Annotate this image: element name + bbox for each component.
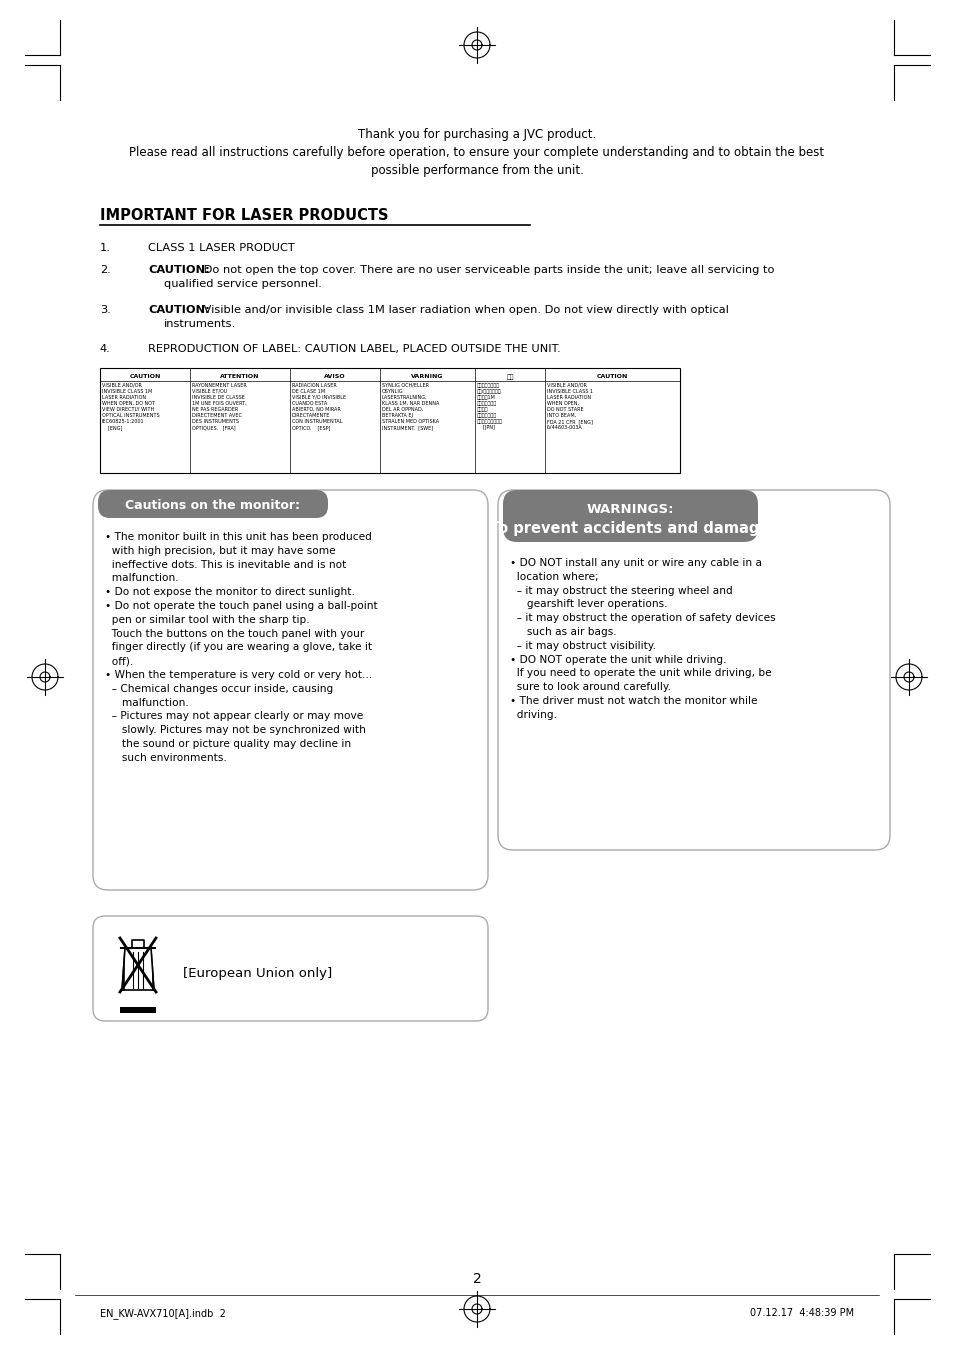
Text: • DO NOT install any unit or wire any cable in a: • DO NOT install any unit or wire any ca…	[510, 558, 761, 567]
FancyBboxPatch shape	[98, 490, 328, 519]
Text: 07.12.17  4:48:39 PM: 07.12.17 4:48:39 PM	[749, 1308, 853, 1317]
Text: • When the temperature is very cold or very hot...: • When the temperature is very cold or v…	[105, 670, 372, 680]
Text: CAUTION: CAUTION	[130, 374, 160, 379]
Text: CAUTION: CAUTION	[597, 374, 627, 379]
Text: • The monitor built in this unit has been produced: • The monitor built in this unit has bee…	[105, 532, 372, 542]
Text: 4.: 4.	[100, 344, 111, 353]
Text: – Chemical changes occur inside, causing: – Chemical changes occur inside, causing	[105, 684, 333, 693]
Text: SYNLIG OCH/ELLER
OSYNLIG
LASERSTRALNING,
KLASS 1M, NAR DENNA
DEL AR OPPNAD,
BETR: SYNLIG OCH/ELLER OSYNLIG LASERSTRALNING,…	[381, 383, 439, 431]
Text: To prevent accidents and damage: To prevent accidents and damage	[490, 521, 769, 536]
Text: sure to look around carefully.: sure to look around carefully.	[510, 682, 670, 692]
Text: ATTENTION: ATTENTION	[220, 374, 259, 379]
Text: driving.: driving.	[510, 709, 557, 720]
Text: qualified service personnel.: qualified service personnel.	[164, 279, 321, 288]
FancyBboxPatch shape	[92, 917, 488, 1021]
Text: CAUTION:: CAUTION:	[148, 265, 210, 275]
Text: slowly. Pictures may not be synchronized with: slowly. Pictures may not be synchronized…	[105, 726, 366, 735]
Text: ineffective dots. This is inevitable and is not: ineffective dots. This is inevitable and…	[105, 559, 346, 570]
Text: Please read all instructions carefully before operation, to ensure your complete: Please read all instructions carefully b…	[130, 146, 823, 158]
Text: CAUTION:: CAUTION:	[148, 305, 210, 315]
Text: IMPORTANT FOR LASER PRODUCTS: IMPORTANT FOR LASER PRODUCTS	[100, 209, 388, 223]
Polygon shape	[125, 948, 151, 990]
Text: Do not open the top cover. There are no user serviceable parts inside the unit; : Do not open the top cover. There are no …	[200, 265, 774, 275]
Text: AVISO: AVISO	[324, 374, 345, 379]
Text: CLASS 1 LASER PRODUCT: CLASS 1 LASER PRODUCT	[148, 242, 294, 253]
FancyBboxPatch shape	[92, 490, 488, 890]
Text: malfunction.: malfunction.	[105, 697, 189, 708]
Text: VISIBLE AND/OR
INVISIBLE CLASS 1M
LASER RADIATION
WHEN OPEN, DO NOT
VIEW DIRECTL: VISIBLE AND/OR INVISIBLE CLASS 1M LASER …	[102, 383, 159, 431]
Text: EN_KW-AVX710[A].indb  2: EN_KW-AVX710[A].indb 2	[100, 1308, 226, 1319]
Text: possible performance from the unit.: possible performance from the unit.	[370, 164, 583, 177]
Polygon shape	[122, 948, 153, 990]
Text: location where;: location where;	[510, 571, 598, 582]
Text: VARNING: VARNING	[411, 374, 443, 379]
Bar	[120, 1007, 156, 1013]
FancyBboxPatch shape	[497, 490, 889, 850]
Text: 注意: 注意	[506, 374, 514, 379]
Text: ここを開くと可視
及び/または不可視
のクラス1M
レーザー放射が
出ます。
光学器器で直視
しないでください。
    [JPN]: ここを開くと可視 及び/または不可視 のクラス1M レーザー放射が 出ます。 光…	[476, 383, 502, 431]
Text: malfunction.: malfunction.	[105, 573, 178, 584]
FancyBboxPatch shape	[502, 490, 758, 542]
Text: REPRODUCTION OF LABEL: CAUTION LABEL, PLACED OUTSIDE THE UNIT.: REPRODUCTION OF LABEL: CAUTION LABEL, PL…	[148, 344, 560, 353]
Text: off).: off).	[105, 657, 133, 666]
Text: the sound or picture quality may decline in: the sound or picture quality may decline…	[105, 739, 351, 749]
Text: pen or similar tool with the sharp tip.: pen or similar tool with the sharp tip.	[105, 615, 310, 624]
Text: – Pictures may not appear clearly or may move: – Pictures may not appear clearly or may…	[105, 711, 363, 722]
Text: 2: 2	[472, 1271, 481, 1286]
Text: gearshift lever operations.: gearshift lever operations.	[510, 600, 667, 609]
Text: RAYONNEMENT LASER
VISIBLE ET/OU
INVISIBLE DE CLASSE
1M UNE FOIS OUVERT,
NE PAS R: RAYONNEMENT LASER VISIBLE ET/OU INVISIBL…	[192, 383, 247, 431]
Text: Cautions on the monitor:: Cautions on the monitor:	[126, 500, 300, 512]
Text: – it may obstruct the steering wheel and: – it may obstruct the steering wheel and	[510, 585, 732, 596]
Text: If you need to operate the unit while driving, be: If you need to operate the unit while dr…	[510, 669, 771, 678]
Text: • Do not expose the monitor to direct sunlight.: • Do not expose the monitor to direct su…	[105, 588, 355, 597]
Text: Thank you for purchasing a JVC product.: Thank you for purchasing a JVC product.	[357, 129, 596, 141]
Text: 1.: 1.	[100, 242, 111, 253]
Text: – it may obstruct visibility.: – it may obstruct visibility.	[510, 640, 656, 651]
Text: Visible and/or invisible class 1M laser radiation when open. Do not view directl: Visible and/or invisible class 1M laser …	[200, 305, 728, 315]
Text: such as air bags.: such as air bags.	[510, 627, 616, 636]
Text: instruments.: instruments.	[164, 320, 236, 329]
Text: WARNINGS:: WARNINGS:	[586, 502, 673, 516]
Text: – it may obstruct the operation of safety devices: – it may obstruct the operation of safet…	[510, 613, 775, 623]
Text: VISIBLE AND/OR
INVISIBLE CLASS 1
LASER RADIATION
WHEN OPEN,
DO NOT STARE
INTO BE: VISIBLE AND/OR INVISIBLE CLASS 1 LASER R…	[546, 383, 593, 431]
Text: • The driver must not watch the monitor while: • The driver must not watch the monitor …	[510, 696, 757, 705]
Text: finger directly (if you are wearing a glove, take it: finger directly (if you are wearing a gl…	[105, 642, 372, 653]
Text: such environments.: such environments.	[105, 753, 227, 762]
Text: RADIACION LASER
DE CLASE 1M
VISIBLE Y/O INVISIBLE
CUANDO ESTA
ABIERTO, NO MIRAR
: RADIACION LASER DE CLASE 1M VISIBLE Y/O …	[292, 383, 346, 431]
Text: with high precision, but it may have some: with high precision, but it may have som…	[105, 546, 335, 555]
Text: [European Union only]: [European Union only]	[183, 968, 332, 980]
Text: 3.: 3.	[100, 305, 111, 315]
Text: • DO NOT operate the unit while driving.: • DO NOT operate the unit while driving.	[510, 654, 726, 665]
Text: • Do not operate the touch panel using a ball-point: • Do not operate the touch panel using a…	[105, 601, 377, 611]
Bar	[100, 368, 679, 473]
Text: 2.: 2.	[100, 265, 111, 275]
Text: Touch the buttons on the touch panel with your: Touch the buttons on the touch panel wit…	[105, 628, 364, 639]
